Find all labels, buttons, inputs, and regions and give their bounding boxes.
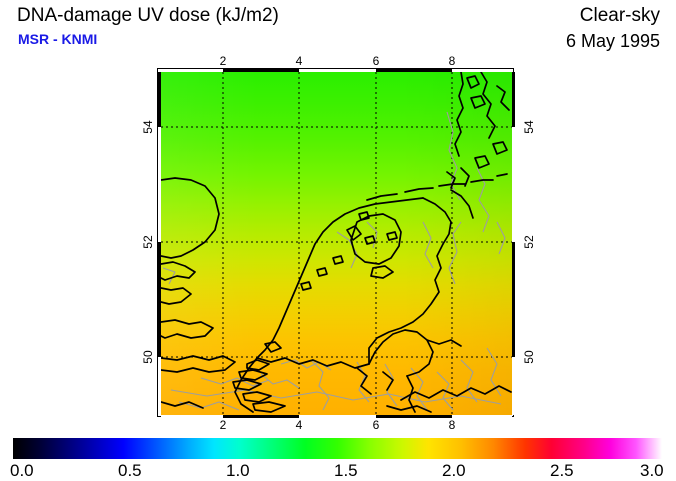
lat-tick-left-54: 54 <box>141 120 155 134</box>
colorbar-label-0: 0.0 <box>10 461 34 480</box>
data-source-label: MSR - KNMI <box>18 31 98 47</box>
lon-tick-top-8: 8 <box>448 54 456 68</box>
colorbar[interactable] <box>13 438 662 459</box>
lon-tick-bottom-6: 6 <box>372 418 380 432</box>
colorbar-label-5: 2.5 <box>550 461 574 480</box>
sky-condition-label: Clear-sky <box>579 5 660 26</box>
internal-borders <box>162 111 506 411</box>
colorbar-label-2: 1.0 <box>226 461 250 480</box>
colorbar-label-3: 1.5 <box>334 461 358 480</box>
page-title: DNA-damage UV dose (kJ/m2) <box>17 5 279 26</box>
lon-tick-bottom-2: 2 <box>219 418 227 432</box>
colorbar-label-6: 3.0 <box>640 461 664 480</box>
tick-band-right <box>512 72 515 415</box>
lat-tick-left-52: 52 <box>141 235 155 249</box>
map-canvas <box>161 72 512 415</box>
map-panel[interactable] <box>157 68 515 418</box>
colorbar-label-4: 2.0 <box>442 461 466 480</box>
lon-tick-top-2: 2 <box>219 54 227 68</box>
date-label: 6 May 1995 <box>565 31 660 51</box>
colorbar-label-1: 0.5 <box>118 461 142 480</box>
lat-tick-right-54: 54 <box>522 120 536 134</box>
coastlines <box>161 72 512 413</box>
lat-tick-right-50: 50 <box>522 350 536 364</box>
lon-tick-bottom-8: 8 <box>448 418 456 432</box>
lat-tick-left-50: 50 <box>141 350 155 364</box>
graticule <box>161 72 512 415</box>
lon-tick-top-6: 6 <box>372 54 380 68</box>
lon-tick-bottom-4: 4 <box>295 418 303 432</box>
lon-tick-top-4: 4 <box>295 54 303 68</box>
tick-band-bottom <box>161 415 512 418</box>
lat-tick-right-52: 52 <box>522 235 536 249</box>
map-vector-overlay <box>161 72 512 415</box>
